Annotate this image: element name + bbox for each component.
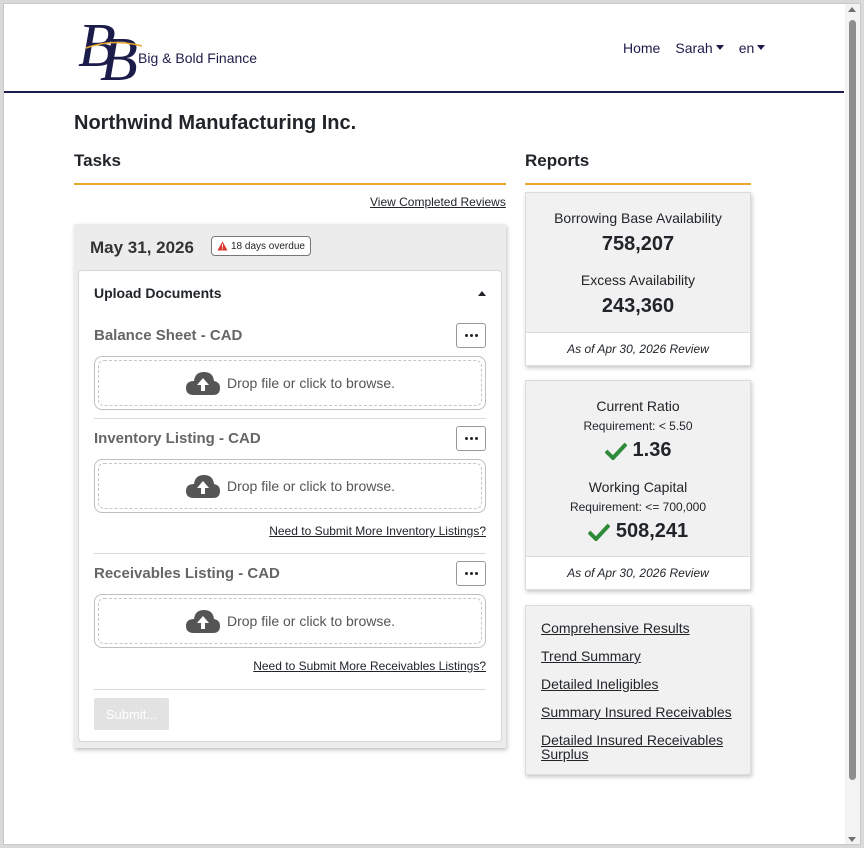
reports-heading: Reports <box>525 151 590 170</box>
page-title: Northwind Manufacturing Inc. <box>74 112 357 134</box>
view-completed-reviews-link[interactable]: View Completed Reviews <box>370 195 506 209</box>
task-due-date: May 31, 2026 <box>90 238 194 257</box>
doc-title-receivables-listing: Receivables Listing - CAD <box>94 565 280 582</box>
browser-window: B B Big & Bold Finance Home Sarah en Nor… <box>3 3 861 845</box>
overdue-badge: 18 days overdue <box>211 236 311 256</box>
working-capital-requirement: Requirement: <= 700,000 <box>569 500 707 514</box>
vertical-scrollbar[interactable] <box>845 4 860 844</box>
working-capital-row: 508,241 <box>526 520 750 543</box>
comprehensive-results-link[interactable]: Comprehensive Results <box>541 620 690 636</box>
current-ratio-requirement: Requirement: < 5.50 <box>583 419 693 433</box>
user-name: Sarah <box>675 40 713 56</box>
dropzone-text: Drop file or click to browse. <box>226 375 396 391</box>
borrowing-base-label: Borrowing Base Availability <box>554 210 722 226</box>
excess-availability-value: 243,360 <box>601 295 675 317</box>
report-links-card: Comprehensive Results Trend Summary Deta… <box>525 605 751 775</box>
dropzone-text: Drop file or click to browse. <box>226 478 396 494</box>
doc-title-balance-sheet: Balance Sheet - CAD <box>94 327 243 344</box>
cloud-upload-icon <box>185 610 220 633</box>
dropzone-text: Drop file or click to browse. <box>226 613 396 629</box>
scroll-up-arrow-icon[interactable] <box>848 7 856 12</box>
doc-title-inventory-listing: Inventory Listing - CAD <box>94 430 261 447</box>
inventory-listing-dropzone[interactable]: Drop file or click to browse. <box>94 459 486 513</box>
covenants-card: Current Ratio Requirement: < 5.50 1.36 W… <box>525 380 751 590</box>
receivables-listing-options-button[interactable] <box>456 561 486 586</box>
more-receivables-listings-link[interactable]: Need to Submit More Receivables Listings… <box>253 659 486 673</box>
document-divider <box>94 418 486 419</box>
scroll-thumb[interactable] <box>849 20 856 780</box>
chevron-up-icon[interactable] <box>478 291 486 296</box>
availability-card: Borrowing Base Availability 758,207 Exce… <box>525 192 751 366</box>
receivables-listing-dropzone[interactable]: Drop file or click to browse. <box>94 594 486 648</box>
summary-insured-receivables-link[interactable]: Summary Insured Receivables <box>541 704 732 720</box>
nav-menu: Home Sarah en <box>623 40 780 56</box>
submit-button[interactable]: Submit... <box>94 698 169 730</box>
borrowing-base-value: 758,207 <box>601 233 675 255</box>
current-ratio-label: Current Ratio <box>596 398 680 414</box>
detailed-insured-receivables-surplus-link[interactable]: Detailed Insured Receivables Surplus <box>541 732 724 762</box>
trend-summary-link[interactable]: Trend Summary <box>541 648 641 664</box>
check-icon <box>604 442 627 460</box>
covenants-card-footer: As of Apr 30, 2026 Review <box>526 556 750 589</box>
tasks-heading: Tasks <box>74 151 121 170</box>
working-capital-value: 508,241 <box>615 520 689 542</box>
inventory-listing-options-button[interactable] <box>456 426 486 451</box>
task-card: May 31, 2026 18 days overdue Upload Docu… <box>74 224 506 748</box>
nav-home-link[interactable]: Home <box>623 40 661 56</box>
language-dropdown[interactable]: en <box>739 40 766 56</box>
cloud-upload-icon <box>185 475 220 498</box>
reports-divider <box>525 183 751 185</box>
user-dropdown[interactable]: Sarah <box>675 40 724 56</box>
check-icon <box>587 523 610 541</box>
excess-availability-label: Excess Availability <box>580 272 696 288</box>
balance-sheet-options-button[interactable] <box>456 323 486 348</box>
logo-letter-b1: B <box>78 12 116 80</box>
working-capital-label: Working Capital <box>588 479 688 495</box>
current-ratio-value: 1.36 <box>632 439 672 461</box>
upload-documents-header[interactable]: Upload Documents <box>94 285 222 301</box>
current-ratio-row: 1.36 <box>526 439 750 462</box>
brand-name[interactable]: Big & Bold Finance <box>138 50 258 66</box>
balance-sheet-dropzone[interactable]: Drop file or click to browse. <box>94 356 486 410</box>
chevron-down-icon <box>757 45 766 50</box>
warning-icon <box>217 241 228 251</box>
more-inventory-listings-link[interactable]: Need to Submit More Inventory Listings? <box>269 524 486 538</box>
availability-card-footer: As of Apr 30, 2026 Review <box>526 332 750 365</box>
upload-documents-panel: Upload Documents Balance Sheet - CAD Dro… <box>78 270 502 742</box>
navbar: B B Big & Bold Finance Home Sarah en <box>4 4 844 94</box>
cloud-upload-icon <box>185 372 220 395</box>
chevron-down-icon <box>715 45 724 50</box>
scroll-down-arrow-icon[interactable] <box>848 837 856 842</box>
brand-logo[interactable]: B B <box>76 10 146 94</box>
logo-letter-b2: B <box>100 26 138 84</box>
language-code: en <box>738 40 755 56</box>
document-divider <box>94 689 486 690</box>
detailed-ineligibles-link[interactable]: Detailed Ineligibles <box>541 676 659 692</box>
document-divider <box>94 553 486 554</box>
tasks-divider <box>74 183 506 185</box>
overdue-text: 18 days overdue <box>231 240 305 252</box>
